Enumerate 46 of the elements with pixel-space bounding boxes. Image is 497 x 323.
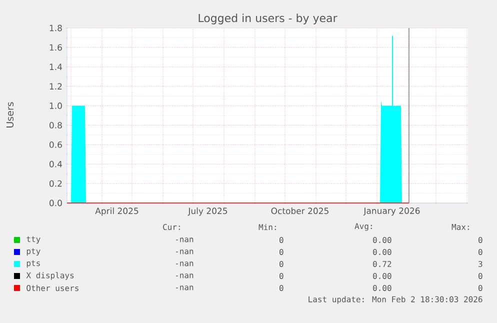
- y-tick-label: 1.0: [50, 102, 62, 109]
- text: -nan: [176, 238, 194, 242]
- text: 0: [478, 284, 482, 292]
- y-tick-label: 0.8: [50, 122, 62, 128]
- text: 0: [478, 248, 482, 256]
- text: 0: [478, 272, 482, 280]
- text: 0.00: [373, 248, 392, 256]
- x-tick-label: April 2025: [95, 208, 138, 216]
- legend-label: tty: [26, 236, 40, 244]
- text: 0: [280, 272, 284, 280]
- legend-label: X displays: [26, 272, 74, 280]
- y-tick-label: 0.6: [50, 141, 62, 148]
- y-tick-label: 0.0: [50, 200, 62, 206]
- text: 0.00: [373, 236, 392, 244]
- text: Last update: Mon Feb 2 18:30:03 2026: [308, 296, 482, 304]
- y-tick-label: 1.6: [50, 44, 62, 51]
- y-tick-label: 0.2: [50, 180, 62, 187]
- text: Avg:: [354, 223, 372, 231]
- chart-title: Logged in users - by year: [198, 14, 338, 24]
- y-tick-label: 0.4: [50, 160, 62, 168]
- text: -nan: [176, 274, 194, 278]
- text: 0: [280, 260, 284, 268]
- x-tick-label: October 2025: [271, 208, 328, 214]
- text: 0.00: [373, 284, 392, 292]
- text: -nan: [176, 250, 194, 254]
- text: 3: [478, 260, 482, 268]
- y-tick-label: 1.2: [50, 83, 62, 90]
- text: Max:: [452, 224, 469, 230]
- legend-label: pty: [26, 248, 40, 256]
- text: 0.00: [373, 272, 392, 280]
- text: 0: [478, 236, 482, 244]
- y-axis-title: Users: [6, 102, 14, 128]
- text: 0: [280, 284, 284, 292]
- text: -nan: [176, 286, 194, 290]
- legend-label: pts: [26, 260, 40, 268]
- text: Cur:: [163, 224, 180, 230]
- y-tick-label: 1.8: [50, 24, 62, 32]
- legend-label: Other users: [26, 284, 78, 292]
- text: 0: [280, 248, 284, 256]
- text: 0: [280, 236, 284, 244]
- text: -nan: [176, 262, 194, 266]
- text: Min:: [258, 224, 276, 230]
- x-tick-label: January 2026: [363, 208, 420, 216]
- text: 0.72: [373, 260, 392, 268]
- y-tick-label: 1.4: [50, 64, 62, 70]
- x-tick-label: July 2025: [188, 208, 228, 216]
